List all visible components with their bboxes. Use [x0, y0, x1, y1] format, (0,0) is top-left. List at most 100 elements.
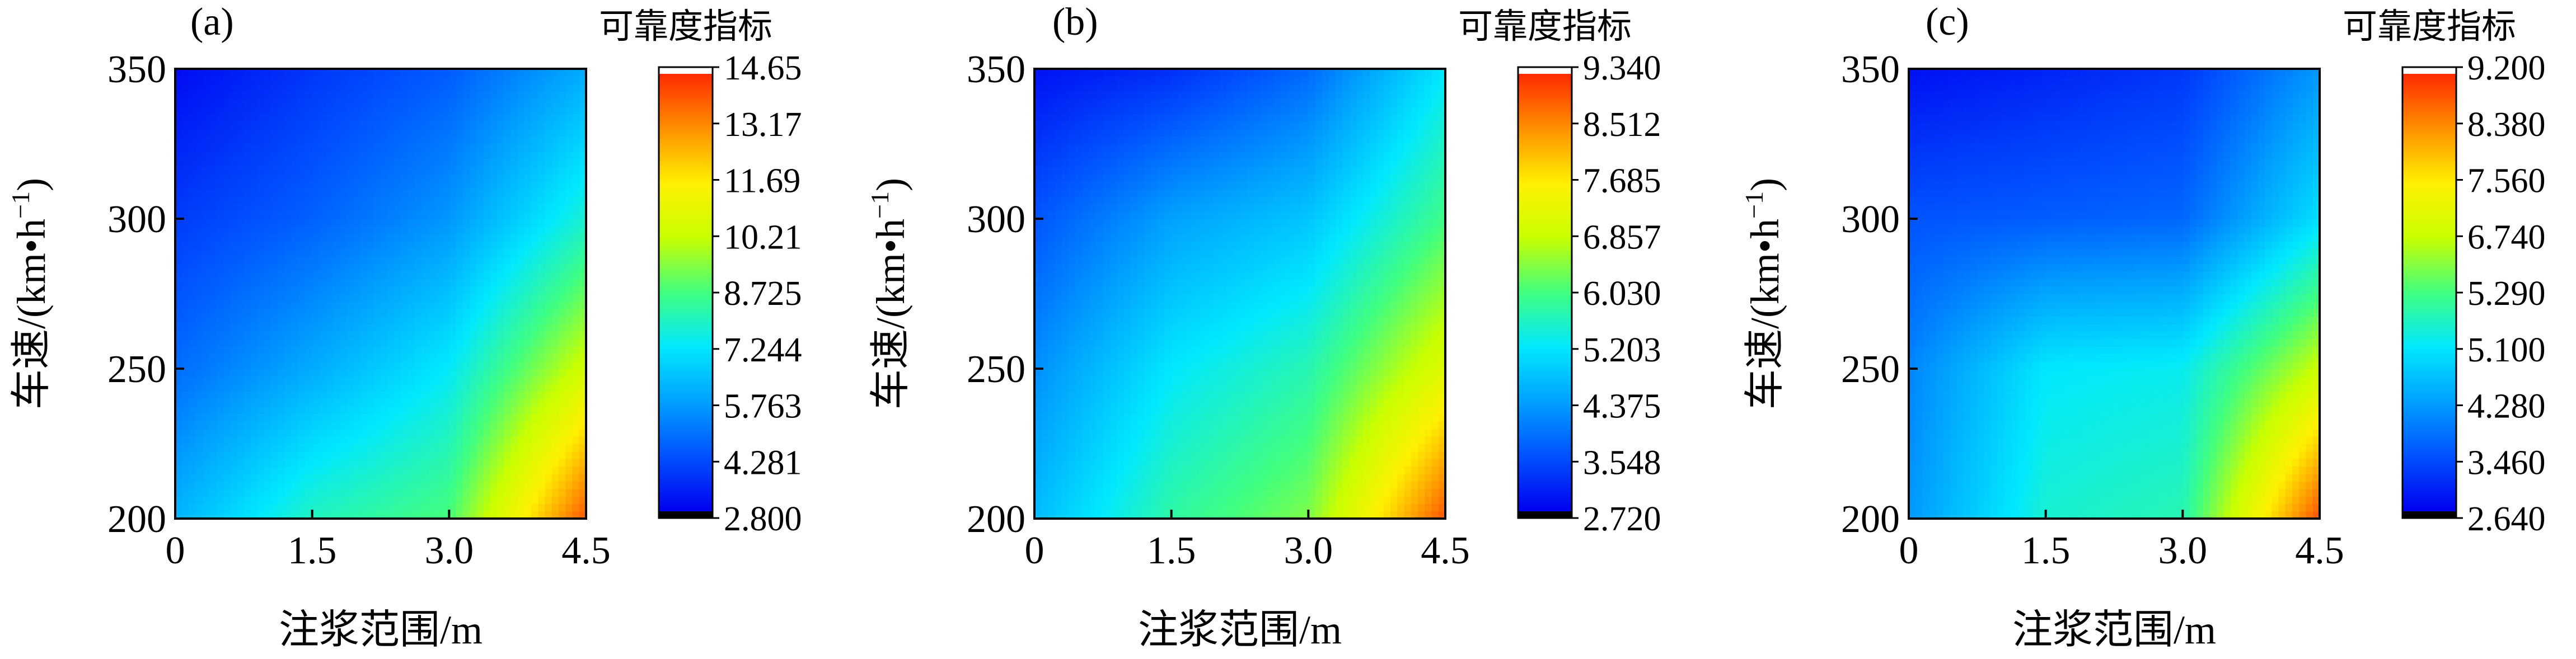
heatmap-cell [518, 451, 525, 459]
heatmap-cell [298, 406, 306, 414]
heatmap-cell [463, 399, 470, 407]
heatmap-cell [298, 234, 306, 242]
heatmap-cell [538, 181, 545, 189]
heatmap-cell [470, 421, 477, 429]
heatmap-cell [538, 338, 545, 346]
heatmap-cell [237, 181, 244, 189]
heatmap-cell [346, 421, 354, 429]
heatmap-cell [1172, 271, 1179, 279]
heatmap-cell [1055, 84, 1062, 92]
heatmap-cell [1117, 136, 1124, 144]
heatmap-cell [1041, 76, 1048, 84]
heatmap-cell [518, 338, 525, 346]
heatmap-cell [1158, 181, 1165, 189]
heatmap-cell [1151, 279, 1158, 286]
heatmap-cell [381, 69, 388, 77]
heatmap-cell [565, 279, 573, 286]
heatmap-cell [209, 241, 217, 249]
heatmap-cell [1137, 316, 1145, 324]
heatmap-cell [319, 226, 326, 234]
heatmap-cell [1089, 338, 1097, 346]
heatmap-cell [1164, 84, 1172, 92]
heatmap-cell [1178, 279, 1186, 286]
heatmap-cell [1185, 316, 1192, 324]
heatmap-cell [1041, 503, 1048, 511]
heatmap-cell [271, 174, 278, 182]
heatmap-cell [1110, 324, 1117, 332]
heatmap-cell [463, 226, 470, 234]
heatmap-cell [264, 466, 271, 474]
heatmap-cell [415, 84, 422, 92]
heatmap-cell [374, 144, 381, 152]
heatmap-cell [470, 466, 477, 474]
heatmap-cell [189, 174, 196, 182]
heatmap-cell [1130, 474, 1137, 482]
heatmap-cell [243, 196, 251, 204]
heatmap-cell [470, 263, 477, 271]
heatmap-cell [470, 121, 477, 129]
heatmap-cell [1103, 129, 1110, 136]
heatmap-cell [278, 481, 285, 489]
heatmap-cell [264, 301, 271, 309]
heatmap-cell [332, 413, 340, 421]
heatmap-cell [408, 324, 415, 332]
heatmap-cell [223, 481, 231, 489]
heatmap-cell [1151, 69, 1158, 77]
heatmap-cell [257, 436, 265, 444]
heatmap-cell [1089, 241, 1097, 249]
heatmap-cell [1130, 211, 1137, 219]
heatmap-cell [360, 346, 367, 354]
heatmap-cell [332, 503, 340, 511]
heatmap-cell [257, 294, 265, 302]
heatmap-cell [1089, 361, 1097, 369]
heatmap-cell [1055, 301, 1062, 309]
heatmap-cell [510, 271, 518, 279]
heatmap-cell [1117, 481, 1124, 489]
heatmap-cell [209, 286, 217, 294]
heatmap-cell [251, 159, 258, 167]
heatmap-cell [223, 503, 231, 511]
heatmap-cell [1048, 316, 1055, 324]
heatmap-cell [251, 444, 258, 451]
heatmap-cell [381, 159, 388, 167]
heatmap-cell [1083, 436, 1090, 444]
heatmap-cell [1055, 249, 1062, 257]
heatmap-cell [545, 286, 552, 294]
heatmap-cell [305, 106, 312, 114]
heatmap-cell [223, 474, 231, 482]
heatmap-cell [484, 346, 491, 354]
heatmap-cell [470, 256, 477, 264]
heatmap-cell [1178, 76, 1186, 84]
heatmap-cell [421, 136, 429, 144]
heatmap-cell [271, 144, 278, 152]
heatmap-cell [278, 136, 285, 144]
heatmap-cell [456, 474, 463, 482]
heatmap-cell [216, 451, 223, 459]
heatmap-cell [1158, 219, 1165, 227]
heatmap-cell [1164, 151, 1172, 159]
heatmap-cell [312, 391, 320, 399]
heatmap-cell [1083, 406, 1090, 414]
heatmap-cell [209, 459, 217, 467]
heatmap-cell [504, 114, 511, 121]
heatmap-cell [1130, 338, 1137, 346]
heatmap-cell [278, 279, 285, 286]
heatmap-cell [559, 413, 566, 421]
heatmap-cell [552, 181, 559, 189]
heatmap-cell [1117, 159, 1124, 167]
heatmap-cell [223, 436, 231, 444]
heatmap-cell [490, 413, 498, 421]
heatmap-cell [476, 99, 484, 107]
heatmap-cell [332, 129, 340, 136]
heatmap-cell [463, 346, 470, 354]
heatmap-cell [285, 474, 292, 482]
heatmap-cell [1137, 166, 1145, 174]
heatmap-cell [408, 369, 415, 376]
heatmap-cell [435, 129, 443, 136]
heatmap-cell [367, 144, 374, 152]
heatmap-cell [415, 481, 422, 489]
heatmap-cell [346, 488, 354, 496]
heatmap-cell [374, 249, 381, 257]
heatmap-cell [374, 129, 381, 136]
heatmap-cell [292, 369, 299, 376]
